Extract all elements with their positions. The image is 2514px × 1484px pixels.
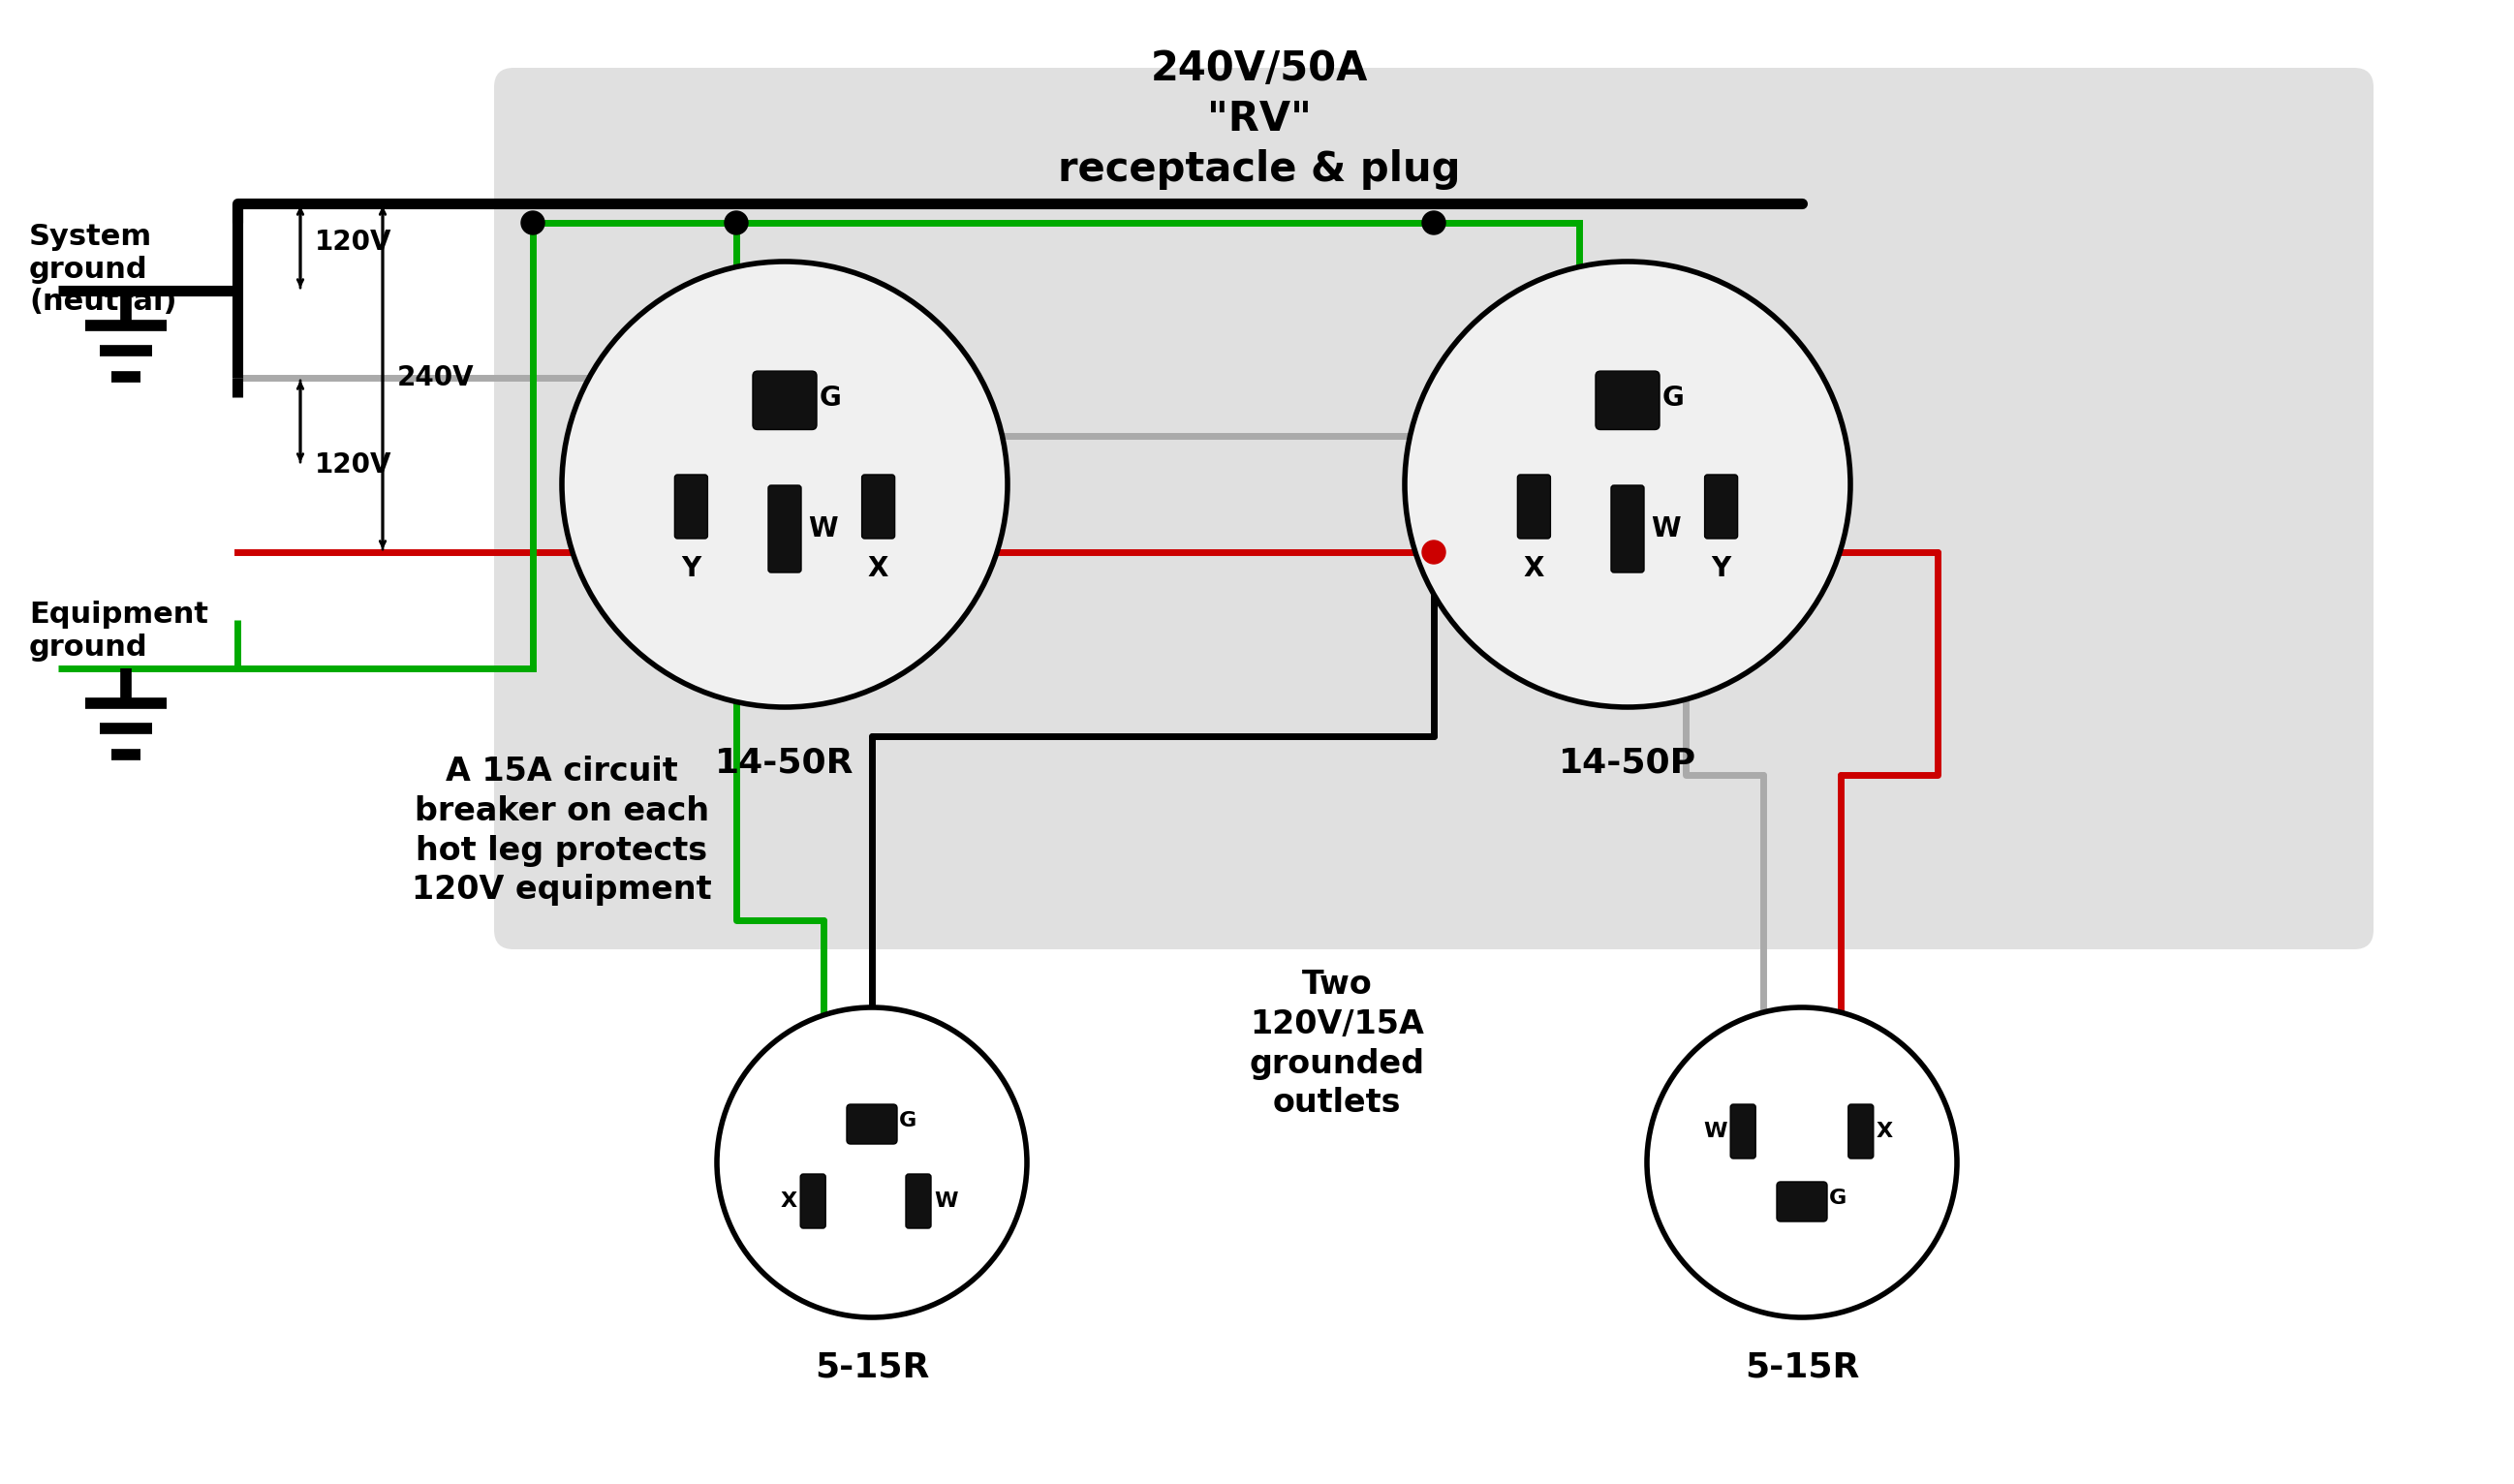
- Text: X: X: [782, 1192, 797, 1211]
- Text: X: X: [867, 555, 887, 582]
- Circle shape: [563, 261, 1008, 708]
- Text: Two
120V/15A
grounded
outlets: Two 120V/15A grounded outlets: [1249, 969, 1425, 1119]
- Text: 240V/50A
"RV"
receptacle & plug: 240V/50A "RV" receptacle & plug: [1058, 49, 1461, 190]
- Text: 120V: 120V: [314, 451, 392, 478]
- Text: Equipment
ground: Equipment ground: [30, 601, 209, 662]
- Text: 5-15R: 5-15R: [1745, 1352, 1860, 1385]
- Text: A 15A circuit
breaker on each
hot leg protects
120V equipment: A 15A circuit breaker on each hot leg pr…: [412, 755, 711, 907]
- FancyBboxPatch shape: [1730, 1104, 1755, 1159]
- Text: G: G: [1662, 384, 1684, 411]
- FancyBboxPatch shape: [862, 475, 895, 539]
- Text: G: G: [1830, 1189, 1848, 1208]
- Text: W: W: [1652, 515, 1679, 543]
- Text: System
ground
(neutral): System ground (neutral): [30, 223, 176, 316]
- FancyBboxPatch shape: [1848, 1104, 1873, 1159]
- Text: W: W: [933, 1192, 958, 1211]
- Text: Y: Y: [1712, 555, 1732, 582]
- Text: 240V: 240V: [397, 364, 475, 392]
- Text: X: X: [1875, 1122, 1893, 1141]
- FancyBboxPatch shape: [495, 68, 2373, 950]
- FancyBboxPatch shape: [847, 1104, 897, 1144]
- Circle shape: [1647, 1008, 1956, 1318]
- Text: G: G: [820, 384, 842, 411]
- FancyBboxPatch shape: [752, 371, 817, 429]
- Circle shape: [724, 211, 747, 234]
- Circle shape: [1423, 211, 1446, 234]
- FancyBboxPatch shape: [1611, 485, 1644, 573]
- Circle shape: [1405, 261, 1850, 708]
- Text: 14-50R: 14-50R: [714, 746, 855, 779]
- Circle shape: [520, 211, 546, 234]
- FancyBboxPatch shape: [1704, 475, 1737, 539]
- Text: 5-15R: 5-15R: [815, 1352, 930, 1385]
- Text: Y: Y: [681, 555, 701, 582]
- Circle shape: [1423, 540, 1446, 564]
- Text: W: W: [807, 515, 837, 543]
- FancyBboxPatch shape: [1518, 475, 1551, 539]
- Text: 120V: 120V: [314, 229, 392, 255]
- Text: W: W: [1704, 1122, 1727, 1141]
- Circle shape: [716, 1008, 1026, 1318]
- FancyBboxPatch shape: [1777, 1181, 1828, 1221]
- FancyBboxPatch shape: [674, 475, 706, 539]
- FancyBboxPatch shape: [1596, 371, 1659, 429]
- Text: 14-50P: 14-50P: [1559, 746, 1697, 779]
- FancyBboxPatch shape: [769, 485, 802, 573]
- FancyBboxPatch shape: [905, 1174, 930, 1229]
- Text: X: X: [1523, 555, 1544, 582]
- FancyBboxPatch shape: [799, 1174, 825, 1229]
- Text: G: G: [900, 1112, 918, 1131]
